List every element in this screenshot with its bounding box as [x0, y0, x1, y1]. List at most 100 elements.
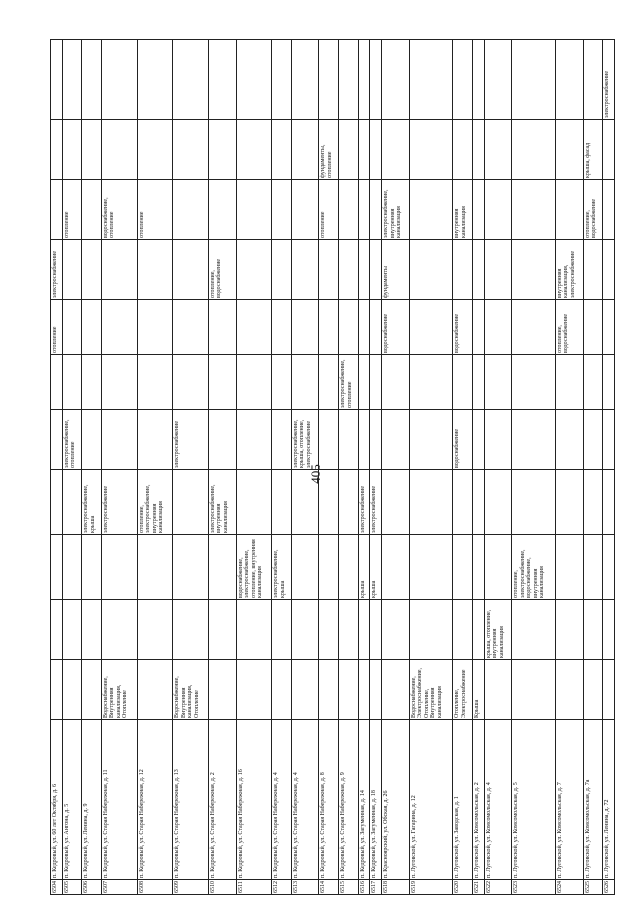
work-cell: электроснабжение, крыша: [271, 534, 292, 600]
empty-cell: [452, 469, 473, 535]
empty-cell: [555, 354, 584, 410]
table-row: 6508 п. Кедровый, ул. Старая Набережная, …: [137, 39, 173, 895]
empty-cell: [271, 469, 292, 535]
empty-cell: [172, 39, 209, 120]
empty-cell: [101, 299, 138, 355]
empty-cell: [81, 39, 102, 120]
work-cell: крыша: [369, 534, 382, 600]
table: 6504 п. Кедровый, ул. 60 лет Октября, д. …: [50, 39, 615, 895]
empty-cell: [172, 534, 209, 600]
table-row: 6513 п. Кедровый, ул. Старая Набережная, …: [291, 39, 319, 895]
empty-cell: [291, 299, 319, 355]
table-row: 6520 п. Луговской, ул. Заводская, д. 1 Ото…: [452, 39, 473, 895]
work-cell: внутренняя канализация: [452, 179, 473, 240]
row-number: 6521: [472, 879, 485, 895]
empty-cell: [369, 179, 382, 240]
address: п. Кедровый, ул. Старая Набережная, д. 4: [291, 719, 319, 880]
empty-cell: [602, 299, 615, 355]
empty-cell: [369, 299, 382, 355]
empty-cell: [137, 534, 173, 600]
work-cell: водоснабжение: [381, 299, 410, 355]
table-row: 6518 п. Красноярский, ул. Обская, д. 26 во…: [381, 39, 410, 895]
empty-cell: [101, 599, 138, 660]
empty-cell: [81, 659, 102, 720]
empty-cell: [602, 409, 615, 470]
row-number: 6510: [208, 879, 236, 895]
work-cell: электроснабжение: [172, 409, 209, 470]
empty-cell: [172, 354, 209, 410]
empty-cell: [208, 299, 236, 355]
empty-cell: [137, 299, 173, 355]
empty-cell: [101, 119, 138, 180]
empty-cell: [602, 659, 615, 720]
row-number: 6520: [452, 879, 473, 895]
table-row: 6519 п. Луговской, ул. Гагарина, д. 12 Вод…: [409, 39, 453, 895]
empty-cell: [291, 599, 319, 660]
table-row: 6506 п. Кедровый, ул. Ленина, д. 9 электро…: [81, 39, 102, 895]
address: п. Кедровый, ул. Старая Набережная, д. 1…: [101, 719, 138, 880]
empty-cell: [291, 354, 319, 410]
empty-cell: [271, 239, 292, 300]
row-number: 6518: [381, 879, 410, 895]
table-row: 6515 п. Кедровый, ул. Старая Набережная, …: [338, 39, 359, 895]
row-number: 6519: [409, 879, 453, 895]
row-number: 6505: [62, 879, 82, 895]
table-row: 6516 п. Кедровый, ул. Загуменная, д. 14 кр…: [358, 39, 370, 895]
empty-cell: [409, 409, 453, 470]
work-cell: фундаменты, отопление: [318, 119, 339, 180]
empty-cell: [409, 39, 453, 120]
empty-cell: [81, 299, 102, 355]
empty-cell: [172, 179, 209, 240]
empty-cell: [602, 469, 615, 535]
table-row: 6511 п. Кедровый, ул. Старая Набережная, …: [236, 39, 272, 895]
table-row: 6525 п. Луговской, ул. Комсомольская, д. …: [583, 39, 603, 895]
empty-cell: [409, 179, 453, 240]
address: п. Кедровый, ул. Старая Набережная, д. 2: [208, 719, 236, 880]
empty-cell: [291, 239, 319, 300]
empty-cell: [318, 39, 339, 120]
empty-cell: [338, 469, 359, 535]
empty-cell: [369, 354, 382, 410]
address: п. Кедровый, ул. Старая Набережная, д. 4: [271, 719, 292, 880]
address: п. Красноярский, ул. Обская, д. 26: [381, 719, 410, 880]
empty-cell: [583, 599, 603, 660]
address: п. Кедровый, ул. Старая Набережная, д. 1…: [137, 719, 173, 880]
empty-cell: [172, 599, 209, 660]
empty-cell: [50, 534, 63, 600]
work-cell: водоснабжение: [452, 299, 473, 355]
row-number: 6507: [101, 879, 138, 895]
empty-cell: [62, 354, 82, 410]
row-number: 6523: [511, 879, 556, 895]
empty-cell: [472, 39, 485, 120]
empty-cell: [291, 469, 319, 535]
empty-cell: [62, 599, 82, 660]
table-row: 6523 п. Луговской, ул. Комсомольская, д. …: [511, 39, 556, 895]
empty-cell: [381, 469, 410, 535]
empty-cell: [358, 599, 370, 660]
empty-cell: [369, 409, 382, 470]
row-number: 6513: [291, 879, 319, 895]
empty-cell: [511, 599, 556, 660]
empty-cell: [583, 299, 603, 355]
empty-cell: [452, 354, 473, 410]
empty-cell: [101, 409, 138, 470]
empty-cell: [62, 469, 82, 535]
empty-cell: [62, 534, 82, 600]
empty-cell: [511, 179, 556, 240]
empty-cell: [137, 354, 173, 410]
work-cell: электроснабжение, крыша, отопление, элек…: [291, 409, 319, 470]
empty-cell: [369, 659, 382, 720]
row-number: 6508: [137, 879, 173, 895]
empty-cell: [409, 354, 453, 410]
empty-cell: [318, 469, 339, 535]
empty-cell: [511, 469, 556, 535]
work-cell: водоснабжение, отопление: [101, 179, 138, 240]
row-number: 6514: [318, 879, 339, 895]
address: п. Луговской, ул. Комсомольская, д. 2: [472, 719, 485, 880]
work-cell: отопление: [62, 179, 82, 240]
empty-cell: [484, 299, 512, 355]
work-cell: внутренняя канализация, электроснабжение: [555, 239, 584, 300]
empty-cell: [50, 354, 63, 410]
address: п. Луговской, ул. Комсомольская, д. 4: [484, 719, 512, 880]
address: п. Кедровый, ул. 60 лет Октября, д. 6: [50, 719, 63, 880]
